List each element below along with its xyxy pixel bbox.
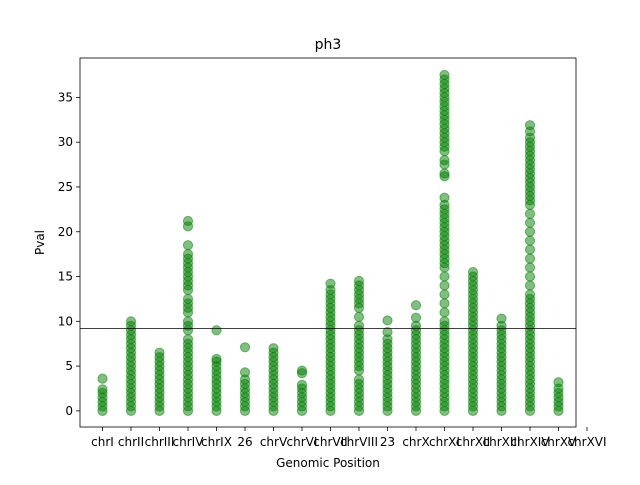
y-tick-label-20: 20	[58, 225, 73, 239]
data-point-chrIV-16	[182, 334, 194, 345]
x-tick-label-chrXIII: chrXIII	[483, 435, 521, 449]
x-tick-label-chrII: chrII	[118, 435, 144, 449]
data-point-chrXIV-29	[524, 262, 536, 273]
data-point-chrXIV-34	[524, 217, 536, 228]
data-point-26-8	[239, 367, 251, 378]
y-tick-label-0: 0	[65, 404, 73, 418]
x-tick-label-chrXII: chrXII	[456, 435, 490, 449]
data-point-chrII-20	[125, 316, 137, 327]
y-tick-label-15: 15	[58, 270, 73, 284]
x-tick-label-chrXV: chrXV	[541, 435, 577, 449]
data-point-chrI-6	[97, 373, 108, 384]
x-tick-label-chrIII: chrIII	[145, 435, 175, 449]
x-tick-label-chrXI: chrXI	[429, 435, 460, 449]
data-point-26-9	[239, 342, 251, 353]
data-point-chrX-20	[410, 312, 422, 323]
data-point-chrIV-33	[182, 240, 194, 251]
data-point-chrIII-13	[154, 347, 165, 358]
x-tick-label-chrV: chrV	[260, 435, 288, 449]
y-axis: 0 5 10 15 20 25 30 35	[58, 90, 80, 418]
data-point-chrXIV-35	[524, 208, 536, 219]
y-tick-label-10: 10	[58, 314, 73, 328]
data-point-chrVI-6	[296, 379, 308, 391]
plot-frame	[79, 57, 577, 428]
data-points	[97, 69, 564, 416]
x-tick-label-chrXIV: chrXIV	[510, 435, 550, 449]
data-point-chrIV-35	[182, 215, 194, 227]
data-point-23-18	[382, 315, 393, 326]
y-tick-label-5: 5	[65, 359, 73, 373]
data-point-chrI-5	[97, 384, 108, 395]
data-point-chrIV-23	[182, 293, 194, 305]
data-point-chrXI-63	[439, 69, 450, 81]
data-point-chrXI-43	[439, 168, 450, 179]
data-point-chrX-21	[410, 300, 422, 311]
data-point-chrXIV-31	[524, 244, 536, 255]
data-point-chrXI-22	[439, 298, 450, 309]
data-point-23-17	[382, 326, 393, 338]
data-point-chrXI-23	[439, 289, 450, 300]
data-point-chrIX-13	[211, 325, 222, 336]
x-tick-label-chrIV: chrIV	[173, 435, 205, 449]
y-tick-label-35: 35	[58, 90, 73, 104]
data-point-chrXI-21	[439, 307, 450, 318]
data-point-chrVII-28	[325, 278, 336, 289]
data-point-chrV-14	[268, 343, 279, 354]
data-point-chrXIV-26	[524, 289, 536, 300]
x-tick-label-26: 26	[237, 435, 252, 449]
data-point-chrXIV-32	[524, 235, 536, 246]
x-tick-label-chrIX: chrIX	[201, 435, 232, 449]
data-point-chrIV-32	[182, 249, 194, 260]
data-point-chrXI-25	[439, 271, 450, 282]
data-point-chrXI-45	[439, 155, 450, 166]
data-point-chrXIV-53	[524, 120, 536, 131]
y-tick-label-30: 30	[58, 135, 73, 149]
x-tick-label-chrVI: chrVI	[287, 435, 318, 449]
x-tick-label-chrVIII: chrVIII	[340, 435, 378, 449]
x-tick-label-chrXVI: chrXVI	[567, 435, 606, 449]
y-tick-label-25: 25	[58, 180, 73, 194]
x-tick-label-23: 23	[380, 435, 395, 449]
data-point-chrXII-31	[467, 266, 479, 278]
data-point-chrXIV-30	[524, 253, 536, 264]
data-point-chrXIII-20	[496, 313, 507, 324]
x-tick-label-chrI: chrI	[91, 435, 114, 449]
x-tick-label-chrX: chrX	[402, 435, 429, 449]
data-point-chrXIV-28	[524, 271, 536, 282]
data-point-chrXI-24	[439, 280, 450, 291]
data-point-chrXI-41	[439, 192, 450, 203]
data-point-chrVI-8	[296, 365, 308, 376]
data-point-chrVIII-7	[353, 374, 365, 385]
data-point-chrIX-12	[211, 353, 222, 365]
x-tick-label-chrVII: chrVII	[313, 435, 347, 449]
y-axis-label: Pval	[33, 230, 47, 255]
x-axis-label: Genomic Position	[276, 456, 380, 470]
data-point-chrVIII-19	[353, 311, 365, 322]
data-point-chrVIII-18	[353, 320, 365, 331]
data-point-chrXIV-33	[524, 226, 536, 237]
data-point-chrIV-19	[182, 316, 194, 327]
data-point-chrVIII-26	[353, 275, 365, 287]
data-point-chrXIV-27	[524, 280, 536, 291]
data-point-chrXV-6	[553, 377, 564, 388]
data-point-chrXI-20	[439, 316, 450, 327]
chart-title: ph3	[315, 37, 342, 53]
